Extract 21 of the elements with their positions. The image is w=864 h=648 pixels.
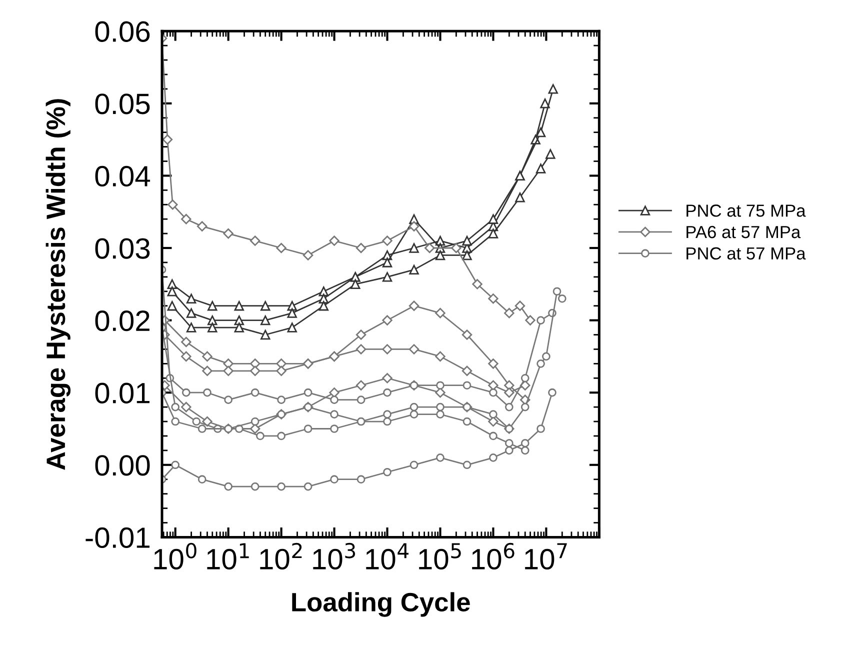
x-tick-label: 10$^{1}$	[207, 543, 249, 570]
x-tick-label: 10$^{5}$	[419, 543, 461, 570]
x-tick-label: 10$^{3}$	[313, 542, 356, 570]
y-tick-label: 0.06	[95, 21, 150, 42]
y-tick-label: 0.01	[95, 382, 150, 404]
y-tick-label: -0.01	[86, 527, 150, 548]
x-axis-title: Loading Cycle	[292, 592, 470, 617]
legend-label: PA6 at 57 MPa	[686, 226, 801, 238]
y-tick-label: 0.05	[95, 94, 150, 114]
x-tick-label: 10$^{2}$	[260, 542, 302, 570]
legend-label: PNC at 57 MPa	[686, 247, 806, 260]
y-tick-label: 0.04	[95, 166, 150, 187]
x-tick-label: 10$^{7}$	[525, 543, 567, 570]
x-tick-label: 10$^{0}$	[154, 542, 196, 570]
y-tick-label: 0.00	[95, 455, 150, 476]
y-axis-title: Average Hysteresis Width (%)	[46, 99, 71, 470]
x-tick-label: 10$^{6}$	[472, 542, 514, 570]
y-tick-label: 0.02	[95, 310, 150, 332]
x-tick-label: 10$^{4}$	[366, 543, 408, 570]
legend-label: PNC at 75 MPa	[686, 204, 806, 217]
y-tick-label: 0.03	[95, 238, 150, 259]
